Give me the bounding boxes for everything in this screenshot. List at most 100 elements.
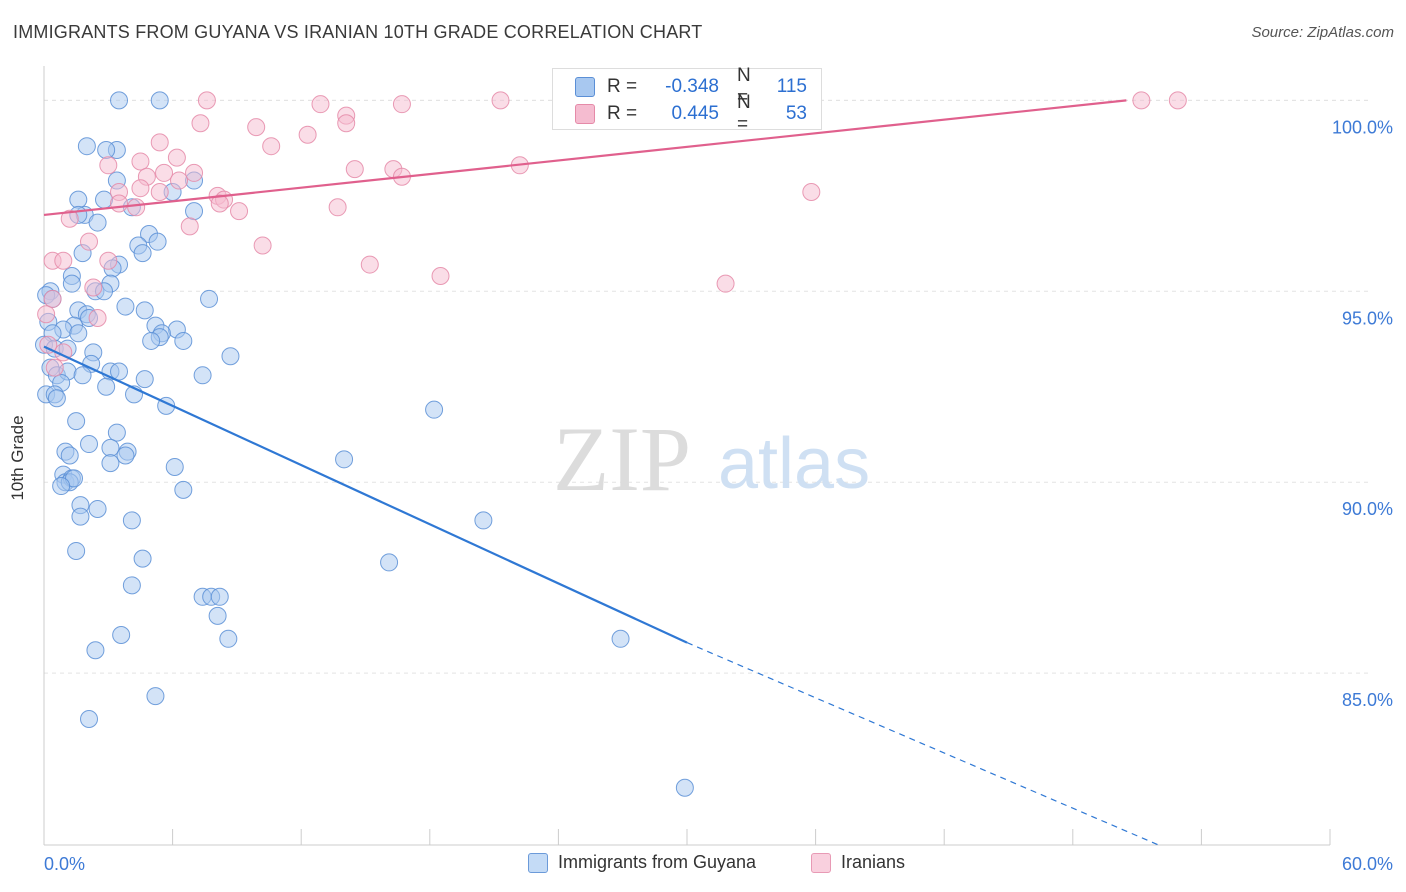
iranians-point [180, 217, 199, 236]
guyana-point [80, 709, 99, 728]
guyana-point [208, 606, 227, 625]
stats-n-label: N = [737, 65, 751, 108]
iranians-point [131, 152, 150, 171]
iranians-point [802, 183, 821, 202]
iranians-point [99, 156, 118, 175]
iranians-point [39, 335, 58, 354]
iranians-point [337, 114, 356, 133]
stats-row-blue: R = -0.348 N = 115 [575, 65, 807, 108]
guyana-point [146, 687, 165, 706]
guyana-point [142, 331, 161, 350]
guyana-point [101, 438, 120, 457]
legend-swatch-pink [811, 852, 831, 873]
iranians-point [37, 305, 56, 324]
iranians-point [298, 125, 317, 144]
stats-box: R = -0.348 N = 115 R = 0.445 N = 53 [552, 65, 822, 135]
guyana-trend-extension [686, 642, 1159, 846]
stats-r-value: 0.445 [671, 103, 719, 124]
axes [43, 66, 1331, 846]
gridlines [44, 99, 1370, 674]
guyana-point [133, 549, 152, 568]
guyana-point [112, 625, 131, 644]
iranians-point [197, 91, 216, 110]
iranians-point [99, 251, 118, 270]
guyana-point [69, 190, 88, 209]
iranians-point [84, 278, 103, 297]
guyana-point [135, 301, 154, 320]
stats-r-value: -0.348 [665, 76, 719, 97]
guyana-point [71, 507, 90, 526]
trend-lines [43, 99, 1159, 846]
source-credit: Source: ZipAtlas.com [1251, 24, 1394, 41]
guyana-point [148, 232, 167, 251]
stats-r-label: R = [607, 103, 638, 124]
legend-item-guyana[interactable]: Immigrants from Guyana [528, 852, 756, 873]
guyana-point [86, 641, 105, 660]
guyana-trend-line [43, 345, 688, 644]
guyana-point [174, 480, 193, 499]
iranians-point [1168, 91, 1187, 110]
iranians-point [110, 194, 129, 213]
guyana-point [97, 141, 116, 160]
guyana-point [193, 366, 212, 385]
guyana-point [116, 297, 135, 316]
chart-title: IMMIGRANTS FROM GUYANA VS IRANIAN 10TH G… [13, 22, 703, 42]
guyana-point [60, 446, 79, 465]
guyana-point [77, 137, 96, 156]
stats-swatch-pink [575, 104, 595, 124]
y-tick-label: 90.0% [1342, 499, 1393, 519]
guyana-point [67, 541, 86, 560]
iranians-point [131, 179, 150, 198]
guyana-point [97, 377, 116, 396]
guyana-point [210, 587, 229, 606]
stats-row-pink: R = 0.445 N = 53 [575, 92, 807, 135]
iranians-point [60, 209, 79, 228]
iranians-point [210, 194, 229, 213]
guyana-point [133, 244, 152, 263]
iranians-point [45, 358, 64, 377]
iranians-point [392, 95, 411, 114]
stats-swatch-blue [575, 77, 595, 97]
guyana-point [110, 91, 129, 110]
guyana-point [122, 511, 141, 530]
guyana-point [335, 450, 354, 469]
guyana-point [101, 454, 120, 473]
iranians-point [150, 183, 169, 202]
guyana-point [95, 190, 114, 209]
guyana-point [122, 576, 141, 595]
iranians-point [127, 198, 146, 217]
iranians-point [328, 198, 347, 217]
stats-r-label: R = [607, 76, 638, 97]
guyana-point [88, 213, 107, 232]
guyana-point [80, 435, 99, 454]
watermark: ZIP atlas [553, 408, 870, 510]
guyana-point [67, 412, 86, 431]
iranians-point [80, 232, 99, 251]
x-tick-label: 60.0% [1342, 854, 1393, 874]
iranians-point [230, 202, 249, 221]
guyana-point [174, 331, 193, 350]
iranians-point [191, 114, 210, 133]
iranians-point [253, 236, 272, 255]
guyana-point [165, 457, 184, 476]
guyana-point [135, 370, 154, 389]
iranians-point [716, 274, 735, 293]
guyana-point [69, 324, 88, 343]
guyana-point [380, 553, 399, 572]
guyana-point [150, 91, 169, 110]
guyana-point [47, 389, 66, 408]
guyana-point [185, 202, 204, 221]
iranians-point [54, 251, 73, 270]
y-tick-label: 95.0% [1342, 308, 1393, 328]
watermark-atlas: atlas [718, 424, 870, 504]
guyana-point [116, 446, 135, 465]
guyana-point [107, 423, 126, 442]
guyana-point [611, 629, 630, 648]
guyana-point [219, 629, 238, 648]
iranians-point [150, 133, 169, 152]
legend-label: Iranians [841, 852, 906, 872]
iranians-point [311, 95, 330, 114]
legend-item-iranians[interactable]: Iranians [811, 852, 905, 873]
stats-n-value: 115 [776, 76, 807, 97]
